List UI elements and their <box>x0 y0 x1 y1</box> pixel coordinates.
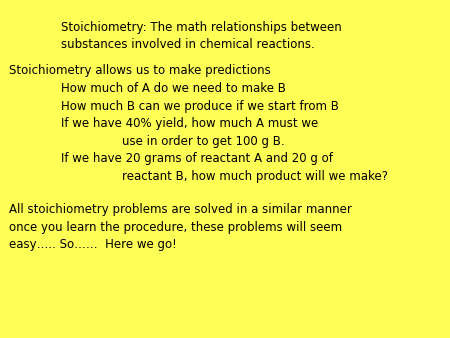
Text: If we have 40% yield, how much A must we: If we have 40% yield, how much A must we <box>61 117 318 130</box>
Text: easy….. So……  Here we go!: easy….. So…… Here we go! <box>9 238 177 251</box>
Text: use in order to get 100 g B.: use in order to get 100 g B. <box>122 135 284 148</box>
Text: reactant B, how much product will we make?: reactant B, how much product will we mak… <box>122 170 387 183</box>
Text: All stoichiometry problems are solved in a similar manner: All stoichiometry problems are solved in… <box>9 203 352 216</box>
Text: How much B can we produce if we start from B: How much B can we produce if we start fr… <box>61 100 338 113</box>
Text: Stoichiometry: The math relationships between: Stoichiometry: The math relationships be… <box>61 21 342 33</box>
Text: How much of A do we need to make B: How much of A do we need to make B <box>61 82 286 95</box>
Text: substances involved in chemical reactions.: substances involved in chemical reaction… <box>61 38 315 51</box>
Text: once you learn the procedure, these problems will seem: once you learn the procedure, these prob… <box>9 221 342 234</box>
Text: If we have 20 grams of reactant A and 20 g of: If we have 20 grams of reactant A and 20… <box>61 152 333 165</box>
Text: Stoichiometry allows us to make predictions: Stoichiometry allows us to make predicti… <box>9 65 271 77</box>
